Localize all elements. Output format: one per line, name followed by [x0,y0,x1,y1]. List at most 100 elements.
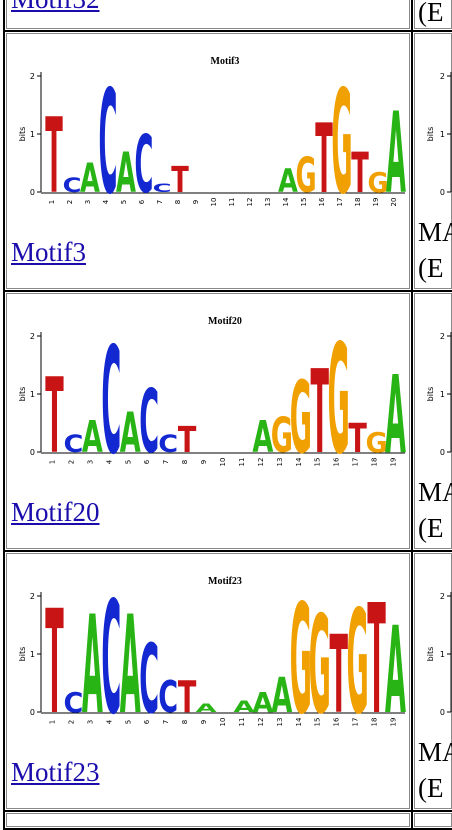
logo-letter: G [365,428,387,459]
y-tick-label: 0 [30,188,35,197]
logo-letter: C [99,61,118,227]
y-axis-label: bits [18,127,27,142]
x-tick-label: 6 [143,719,151,724]
x-tick-label: 7 [156,200,164,204]
x-tick-label: 4 [105,459,113,464]
x-tick-label: 18 [371,458,379,467]
mini-tick-label: 2 [440,592,445,601]
logo-letter: T [178,420,197,461]
x-tick-label: 10 [219,458,227,467]
x-tick-label: 10 [210,198,218,207]
logo-letter: A [116,142,136,206]
logo-letter: G [290,361,312,477]
x-tick-label: 11 [238,458,246,467]
logo-letter: A [196,701,218,715]
logo-letter: A [233,698,255,717]
x-tick-label: 1 [48,460,56,464]
x-tick-label: 15 [314,718,322,727]
x-tick-label: 17 [336,198,344,207]
logo-letter: T [171,160,189,201]
side-cell-0: (E [411,0,452,32]
logo-title: Motif3 [211,56,240,67]
logo-letter: C [101,572,121,750]
x-tick-label: 9 [192,200,200,204]
x-tick-label: 16 [318,197,326,206]
x-tick-label: 11 [238,718,246,727]
motif-cell-1: Motif3 0 1 2 bits 1 2 3 4 5 6 7 8 9 10 11 12 13 14 15 16 17 18… [3,30,413,292]
logo-letter: T [178,671,197,723]
logo-letter: T [45,96,63,217]
side-cell-3: 0 1 2 bits MA (E [411,550,452,812]
logo-letter: T [348,416,366,463]
side-text-1-1: (E [418,253,444,283]
logo-letter: G [331,61,352,227]
logo-letter: A [385,603,406,741]
logo-letter: T [45,580,63,747]
mini-tick-label: 1 [440,650,445,659]
motif-link-1[interactable]: Motif3 [11,237,87,267]
logo-letter: A [252,688,274,719]
logo-letter: G [347,580,369,747]
mini-ylabel: bits [426,387,435,402]
motif-link-0[interactable]: Motif32 [11,0,100,14]
motif-cell-2: Motif20 0 1 2 bits 1 2 3 4 5 6 7 8 9 10 11 12 13 14 15 16 17 1… [3,290,413,552]
sequence-logo-partial: 0 1 2 bits [426,592,452,717]
logo-letter: C [101,316,121,487]
logo-letter: T [367,572,385,748]
x-tick-label: 14 [282,197,290,206]
x-tick-label: 2 [66,200,74,204]
x-tick-label: 4 [105,719,113,724]
y-tick-label: 1 [30,650,35,659]
side-cell-1: 0 1 2 bits MA (E [411,30,452,292]
x-tick-label: 8 [174,200,182,204]
x-tick-label: 13 [276,718,284,727]
logo-letter: C [153,181,172,195]
mini-tick-label: 2 [440,332,445,341]
side-text-2-0: MA [418,477,452,507]
x-tick-label: 16 [333,717,341,726]
logo-letter: A [252,411,273,463]
x-tick-label: 17 [352,458,360,467]
mini-tick-label: 0 [440,188,445,197]
motif-link-2[interactable]: Motif20 [11,497,100,527]
logo-letter: G [271,409,293,464]
y-tick-label: 2 [30,592,35,601]
y-tick-label: 1 [30,390,35,399]
x-tick-label: 19 [372,198,380,207]
x-tick-label: 7 [162,460,170,464]
x-tick-label: 12 [257,458,265,467]
x-tick-label: 17 [352,718,360,727]
x-tick-label: 16 [333,457,341,466]
x-tick-label: 2 [67,460,75,464]
x-tick-label: 5 [124,460,132,464]
y-tick-label: 2 [30,332,35,341]
side-cell-4 [411,810,452,830]
logo-letter: C [63,430,83,458]
x-tick-label: 12 [246,198,254,207]
mini-tick-label: 0 [440,708,445,717]
x-tick-label: 9 [200,460,208,464]
motif-link-3[interactable]: Motif23 [11,757,100,787]
mini-tick-label: 2 [440,72,445,81]
mini-tick-label: 1 [440,390,445,399]
side-text-3-0: MA [418,737,452,767]
x-tick-label: 8 [181,460,189,464]
x-tick-label: 6 [138,199,146,204]
side-text-3-1: (E [418,773,444,803]
logo-letter: A [386,90,406,220]
logo-title: Motif23 [208,576,242,587]
sequence-logo-partial: 0 1 2 bits [426,332,452,457]
y-tick-label: 0 [30,448,35,457]
x-tick-label: 14 [295,717,303,726]
x-tick-label: 19 [390,458,398,467]
x-tick-label: 20 [390,198,398,207]
x-tick-label: 11 [228,198,236,207]
logo-letter: T [315,105,333,216]
logo-letter: A [271,669,292,724]
x-tick-label: 13 [264,198,272,207]
logo-letter: C [135,118,154,211]
logo-letter: G [367,167,388,199]
side-text-0-0: (E [418,0,444,27]
